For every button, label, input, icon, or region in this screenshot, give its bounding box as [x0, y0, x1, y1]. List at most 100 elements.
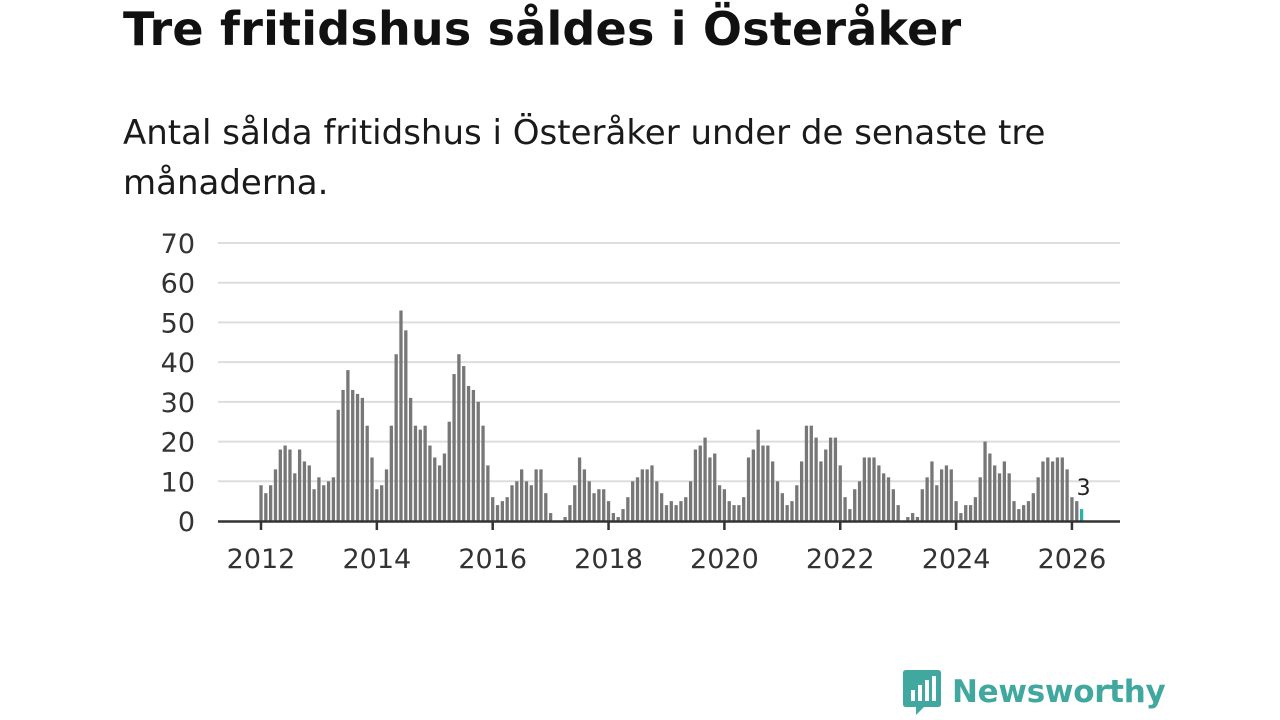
bar: [288, 449, 292, 521]
bar: [631, 481, 635, 521]
chart-subtitle: Antal sålda fritidshus i Österåker under…: [123, 113, 1046, 203]
bar: [843, 497, 847, 521]
bars: [259, 310, 1084, 521]
bar: [491, 497, 495, 521]
bar: [355, 393, 360, 521]
newsworthy-logo: Newsworthy: [902, 668, 1166, 716]
x-axis-ticks: [259, 521, 1074, 530]
bar: [751, 449, 755, 521]
bar: [462, 366, 466, 521]
x-tick-label: 2014: [342, 544, 411, 575]
bar: [766, 445, 770, 521]
bar: [1002, 461, 1007, 521]
bar: [399, 310, 403, 521]
x-tick-label: 2026: [1038, 544, 1107, 575]
bar: [616, 517, 620, 521]
bar: [698, 445, 702, 521]
bar: [423, 425, 427, 521]
bar: [331, 477, 336, 521]
bar: [573, 485, 577, 521]
y-axis-labels: 0 10 20 30 40 50 60 70: [161, 229, 195, 538]
bar: [611, 513, 616, 521]
bar: [833, 437, 838, 521]
bar: [602, 489, 606, 521]
y-tick-label: 20: [161, 428, 195, 459]
bar: [326, 481, 331, 521]
bar: [703, 437, 707, 521]
bar: [1046, 457, 1050, 521]
bar: [911, 513, 915, 521]
bar: [293, 473, 297, 521]
bar: [587, 481, 591, 521]
bar: [471, 389, 476, 521]
newsworthy-logo-icon: [903, 670, 941, 715]
bar: [983, 441, 987, 521]
y-tick-label: 50: [161, 308, 195, 339]
bar: [568, 505, 572, 521]
y-tick-label: 10: [161, 467, 195, 498]
bar: [606, 501, 611, 521]
bar: [693, 449, 698, 521]
y-tick-label: 40: [161, 348, 195, 379]
bar: [476, 401, 480, 521]
bar: [848, 509, 852, 521]
bar: [688, 481, 693, 521]
bar: [664, 505, 669, 521]
bar: [515, 481, 519, 521]
bar: [529, 485, 533, 521]
bar: [659, 493, 664, 521]
x-tick-label: 2016: [458, 544, 527, 575]
bar: [742, 497, 746, 521]
x-tick-label: 2012: [227, 544, 296, 575]
x-tick-label: 2020: [690, 544, 759, 575]
bar: [351, 389, 355, 521]
bar: [954, 501, 958, 521]
bar: [544, 493, 548, 521]
bar: [452, 374, 456, 521]
bar: [993, 465, 997, 521]
bar: [804, 425, 809, 521]
bar: [404, 330, 408, 521]
bar: [930, 461, 934, 521]
bar: [915, 517, 920, 521]
bar: [433, 457, 437, 521]
bar: [322, 485, 326, 521]
brand-name: Newsworthy: [952, 674, 1166, 710]
bar: [1055, 457, 1060, 521]
bar: [577, 457, 582, 521]
bar: [799, 461, 804, 521]
bar: [949, 469, 953, 521]
bar: [717, 485, 722, 521]
bar: [684, 497, 688, 521]
bar: [442, 453, 447, 521]
bar: [882, 473, 886, 521]
bar: [857, 481, 862, 521]
bar: [375, 489, 379, 521]
bar: [824, 449, 828, 521]
bar: [1026, 501, 1031, 521]
bar: [645, 469, 649, 521]
bar: [819, 461, 823, 521]
bar: [317, 477, 321, 521]
bar: [297, 449, 302, 521]
bar: [790, 501, 794, 521]
bar: [505, 497, 509, 521]
bar: [336, 409, 340, 521]
bar: [944, 465, 949, 521]
bar: [1075, 501, 1079, 521]
bar: [814, 437, 818, 521]
bar: [481, 425, 485, 521]
bar: [756, 429, 760, 521]
bar: [457, 354, 461, 521]
bar: [428, 445, 432, 521]
bar: [877, 465, 881, 521]
bar: [413, 425, 418, 521]
y-tick-label: 70: [161, 229, 195, 260]
bar: [771, 461, 775, 521]
bar: [732, 505, 736, 521]
bar: [828, 437, 833, 521]
bar: [809, 425, 813, 521]
bar: [486, 465, 490, 521]
bar: [408, 397, 413, 521]
bar: [906, 517, 910, 521]
